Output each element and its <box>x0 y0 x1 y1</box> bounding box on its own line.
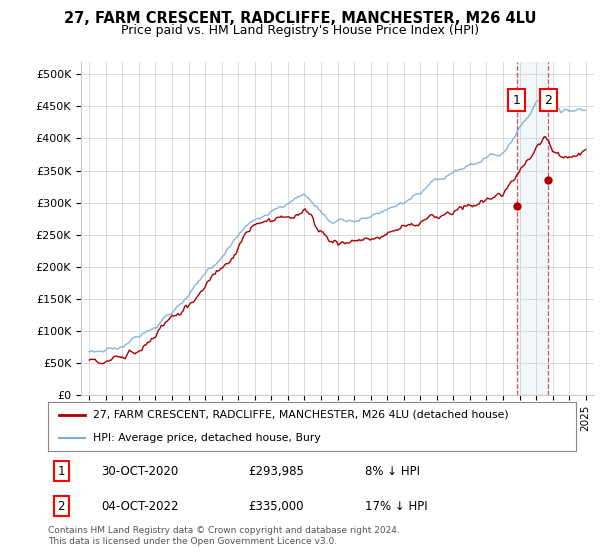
Text: 17% ↓ HPI: 17% ↓ HPI <box>365 500 427 512</box>
Text: 27, FARM CRESCENT, RADCLIFFE, MANCHESTER, M26 4LU: 27, FARM CRESCENT, RADCLIFFE, MANCHESTER… <box>64 11 536 26</box>
Text: HPI: Average price, detached house, Bury: HPI: Average price, detached house, Bury <box>93 433 320 444</box>
Text: £293,985: £293,985 <box>248 465 305 478</box>
Text: 30-OCT-2020: 30-OCT-2020 <box>101 465 178 478</box>
Text: 27, FARM CRESCENT, RADCLIFFE, MANCHESTER, M26 4LU (detached house): 27, FARM CRESCENT, RADCLIFFE, MANCHESTER… <box>93 410 509 420</box>
Text: 8% ↓ HPI: 8% ↓ HPI <box>365 465 420 478</box>
Text: 2: 2 <box>58 500 65 512</box>
Text: 1: 1 <box>513 94 521 106</box>
Text: Contains HM Land Registry data © Crown copyright and database right 2024.
This d: Contains HM Land Registry data © Crown c… <box>48 526 400 546</box>
Text: £335,000: £335,000 <box>248 500 304 512</box>
Text: 1: 1 <box>58 465 65 478</box>
Text: 04-OCT-2022: 04-OCT-2022 <box>101 500 178 512</box>
Text: Price paid vs. HM Land Registry's House Price Index (HPI): Price paid vs. HM Land Registry's House … <box>121 24 479 36</box>
Bar <box>517 62 548 395</box>
Text: 2: 2 <box>545 94 553 106</box>
